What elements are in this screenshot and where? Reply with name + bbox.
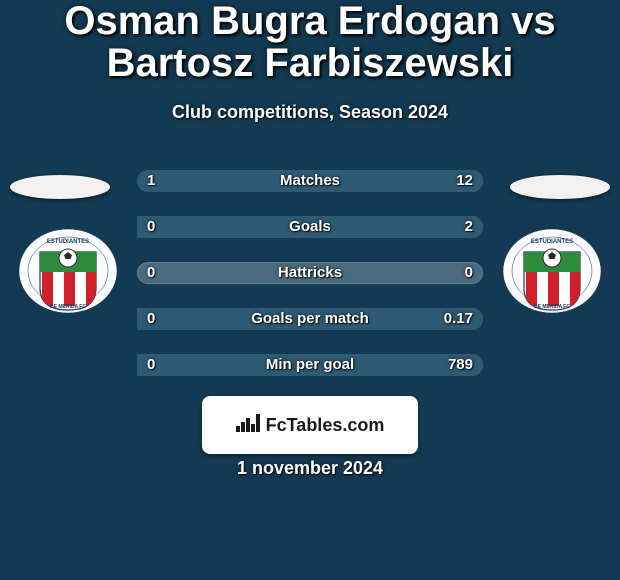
comparison-infographic: Osman Bugra Erdogan vs Bartosz Farbiszew… <box>0 0 620 580</box>
date-text: 1 november 2024 <box>0 458 620 479</box>
stat-chart: 112Matches 02Goals 00Hattricks 00.17Goals p… <box>137 170 483 400</box>
stat-label: Hattricks <box>137 262 483 284</box>
bar-chart-icon-bars <box>236 414 260 432</box>
bar-chart-icon <box>236 412 260 439</box>
watermark-text: FcTables.com <box>266 415 385 436</box>
stat-label: Goals per match <box>137 308 483 330</box>
stat-row: 02Goals <box>137 216 483 238</box>
stat-row: 00.17Goals per match <box>137 308 483 330</box>
svg-text:ESTUDIANTES: ESTUDIANTES <box>531 239 573 245</box>
stat-row: 00Hattricks <box>137 262 483 284</box>
watermark-box: FcTables.com <box>202 396 418 454</box>
svg-text:DE MERIDA FC: DE MERIDA FC <box>534 304 570 310</box>
stat-label: Min per goal <box>137 354 483 376</box>
flag-left <box>10 175 110 199</box>
svg-text:DE MERIDA FC: DE MERIDA FC <box>50 304 86 310</box>
svg-text:ESTUDIANTES: ESTUDIANTES <box>47 239 89 245</box>
subtitle: Club competitions, Season 2024 <box>0 102 620 123</box>
stat-label: Goals <box>137 216 483 238</box>
stat-row: 112Matches <box>137 170 483 192</box>
stat-row: 0789Min per goal <box>137 354 483 376</box>
club-badge-left: ESTUDIANTES DE MERIDA FC <box>18 228 118 314</box>
flag-right <box>510 175 610 199</box>
stat-label: Matches <box>137 170 483 192</box>
club-badge-right: ESTUDIANTES DE MERIDA FC <box>502 228 602 314</box>
page-title: Osman Bugra Erdogan vs Bartosz Farbiszew… <box>0 0 620 84</box>
